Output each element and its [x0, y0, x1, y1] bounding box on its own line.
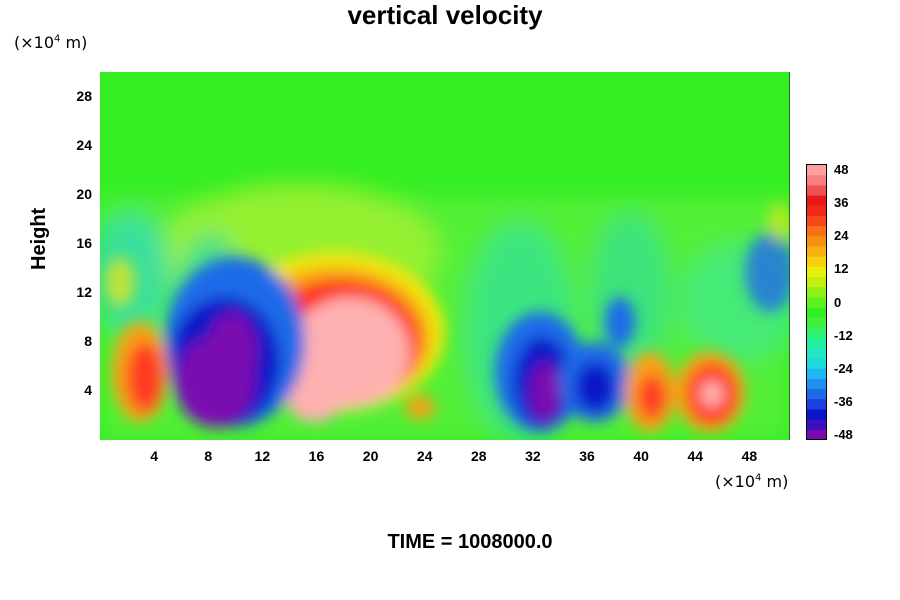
colorbar-swatch [806, 215, 827, 227]
colorbar-swatch [806, 245, 827, 257]
y-tick-label: 24 [76, 136, 92, 153]
colorbar-swatch [806, 296, 827, 308]
x-tick-label: 36 [579, 448, 595, 464]
y-axis-unit: (×104 m) [14, 33, 88, 52]
colorbar-swatch [806, 419, 827, 430]
colorbar-swatch [806, 307, 827, 318]
colorbar-swatch [806, 327, 827, 339]
colorbar-swatch [806, 368, 827, 379]
colorbar-swatch [806, 286, 827, 298]
colorbar-swatch [806, 225, 827, 237]
time-label: TIME = 1008000.0 [387, 531, 553, 553]
x-tick-label: 20 [362, 448, 379, 464]
colorbar-swatch [806, 358, 827, 369]
colorbar-border [806, 164, 827, 440]
colorbar-swatch [806, 174, 827, 186]
colorbar-tick-label: 0 [834, 294, 842, 310]
x-tick-label: 40 [633, 448, 649, 464]
updraft-downdraft-cells [105, 202, 790, 432]
colorbar-swatch [806, 195, 827, 206]
colorbar-swatch [806, 337, 827, 349]
colorbar-tick-label: 12 [834, 261, 849, 277]
chart-title: vertical velocity [347, 0, 543, 30]
y-tick-label: 8 [84, 332, 92, 349]
x-tick-label: 4 [150, 448, 158, 464]
colorbar-swatch [806, 276, 827, 288]
colorbar-tick-label: -48 [834, 427, 853, 442]
colorbar-swatch [806, 266, 827, 278]
y-tick-label: 12 [76, 283, 92, 300]
colorbar-swatch [806, 317, 827, 328]
y-tick-label: 28 [76, 87, 92, 104]
x-tick-label: 24 [416, 448, 433, 464]
x-axis-unit: (×104 m) [715, 472, 789, 491]
colorbar-tick-label: -12 [834, 327, 853, 343]
colorbar-swatch [806, 347, 827, 359]
x-tick-label: 28 [471, 448, 487, 464]
colorbar-tick-label: 24 [834, 228, 849, 244]
x-tick-label: 32 [525, 448, 541, 464]
y-tick-label: 4 [84, 381, 92, 398]
y-axis-label: Height [28, 207, 50, 270]
x-tick-label: 44 [687, 448, 704, 464]
x-tick-label: 12 [254, 448, 271, 464]
x-tick-label: 16 [308, 448, 325, 464]
colorbar-swatch [806, 429, 827, 440]
y-tick-label: 16 [76, 234, 92, 251]
colorbar-swatch [806, 164, 827, 176]
colorbar-swatch [806, 184, 827, 196]
colorbar-swatch [806, 388, 827, 400]
heatmap-plot [100, 72, 790, 440]
x-tick-label: 8 [204, 448, 213, 464]
colorbar-tick-label: -36 [834, 393, 853, 409]
colorbar-tick-label: -24 [834, 360, 853, 376]
colorbar-swatch [806, 398, 827, 410]
colorbar-tick-label: 48 [834, 162, 849, 177]
colorbar-swatch [806, 235, 827, 247]
colorbar-swatch [806, 378, 827, 390]
colorbar-swatch [806, 408, 827, 420]
colorbar-tick-label: 36 [834, 195, 849, 211]
colorbar-swatch [806, 256, 827, 267]
y-tick-label: 20 [76, 185, 92, 202]
colorbar-swatch [806, 205, 827, 216]
colorbar [806, 164, 827, 440]
x-tick-label: 48 [741, 448, 758, 464]
